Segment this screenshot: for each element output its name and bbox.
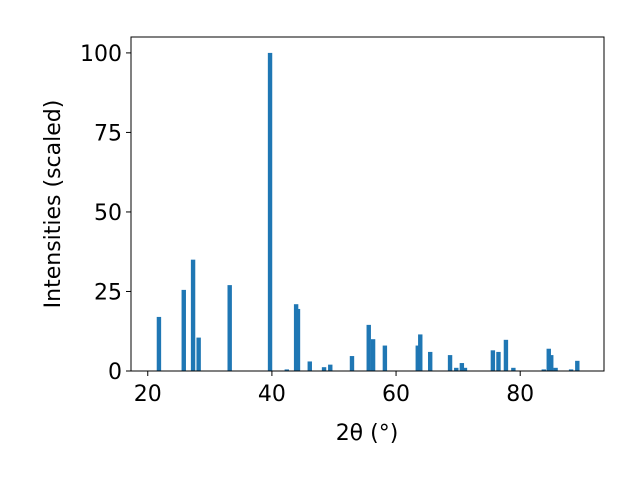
- bar: [568, 369, 574, 371]
- bar: [462, 367, 468, 371]
- bar: [321, 367, 327, 371]
- bar: [575, 360, 580, 371]
- y-tick-label: 50: [94, 201, 122, 226]
- y-tick-label: 0: [108, 360, 122, 385]
- bar: [284, 369, 290, 371]
- bar: [366, 324, 371, 371]
- bar: [295, 308, 301, 371]
- bar: [503, 339, 509, 371]
- y-tick-label: 75: [94, 121, 122, 146]
- bar: [496, 351, 501, 371]
- bar: [553, 367, 558, 371]
- bar: [511, 367, 516, 371]
- bar: [307, 361, 312, 371]
- y-tick-label: 100: [80, 42, 122, 67]
- x-tick-label: 40: [258, 382, 286, 407]
- plot-frame: [130, 36, 605, 372]
- bar: [370, 339, 376, 371]
- bar: [454, 367, 459, 371]
- bar: [156, 316, 162, 371]
- bar: [546, 348, 551, 371]
- bar: [447, 355, 453, 371]
- x-tick-label: 80: [506, 382, 534, 407]
- bar: [427, 351, 433, 371]
- bar: [190, 259, 196, 371]
- y-tick-label: 25: [94, 280, 122, 305]
- bar: [349, 356, 355, 371]
- bar: [227, 285, 232, 371]
- bar: [418, 334, 423, 371]
- y-axis-label: Intensities (scaled): [41, 100, 66, 309]
- x-tick-label: 20: [134, 382, 162, 407]
- bar: [490, 350, 496, 371]
- bar: [196, 337, 201, 371]
- bar: [541, 369, 546, 371]
- bar: [267, 52, 273, 372]
- bar: [181, 289, 186, 371]
- bar: [382, 345, 388, 371]
- bar: [459, 363, 465, 371]
- bar: [328, 364, 333, 371]
- bar: [415, 345, 420, 371]
- x-axis-label: 2θ (°): [336, 421, 399, 446]
- bar: [549, 355, 554, 371]
- x-tick-label: 60: [382, 382, 410, 407]
